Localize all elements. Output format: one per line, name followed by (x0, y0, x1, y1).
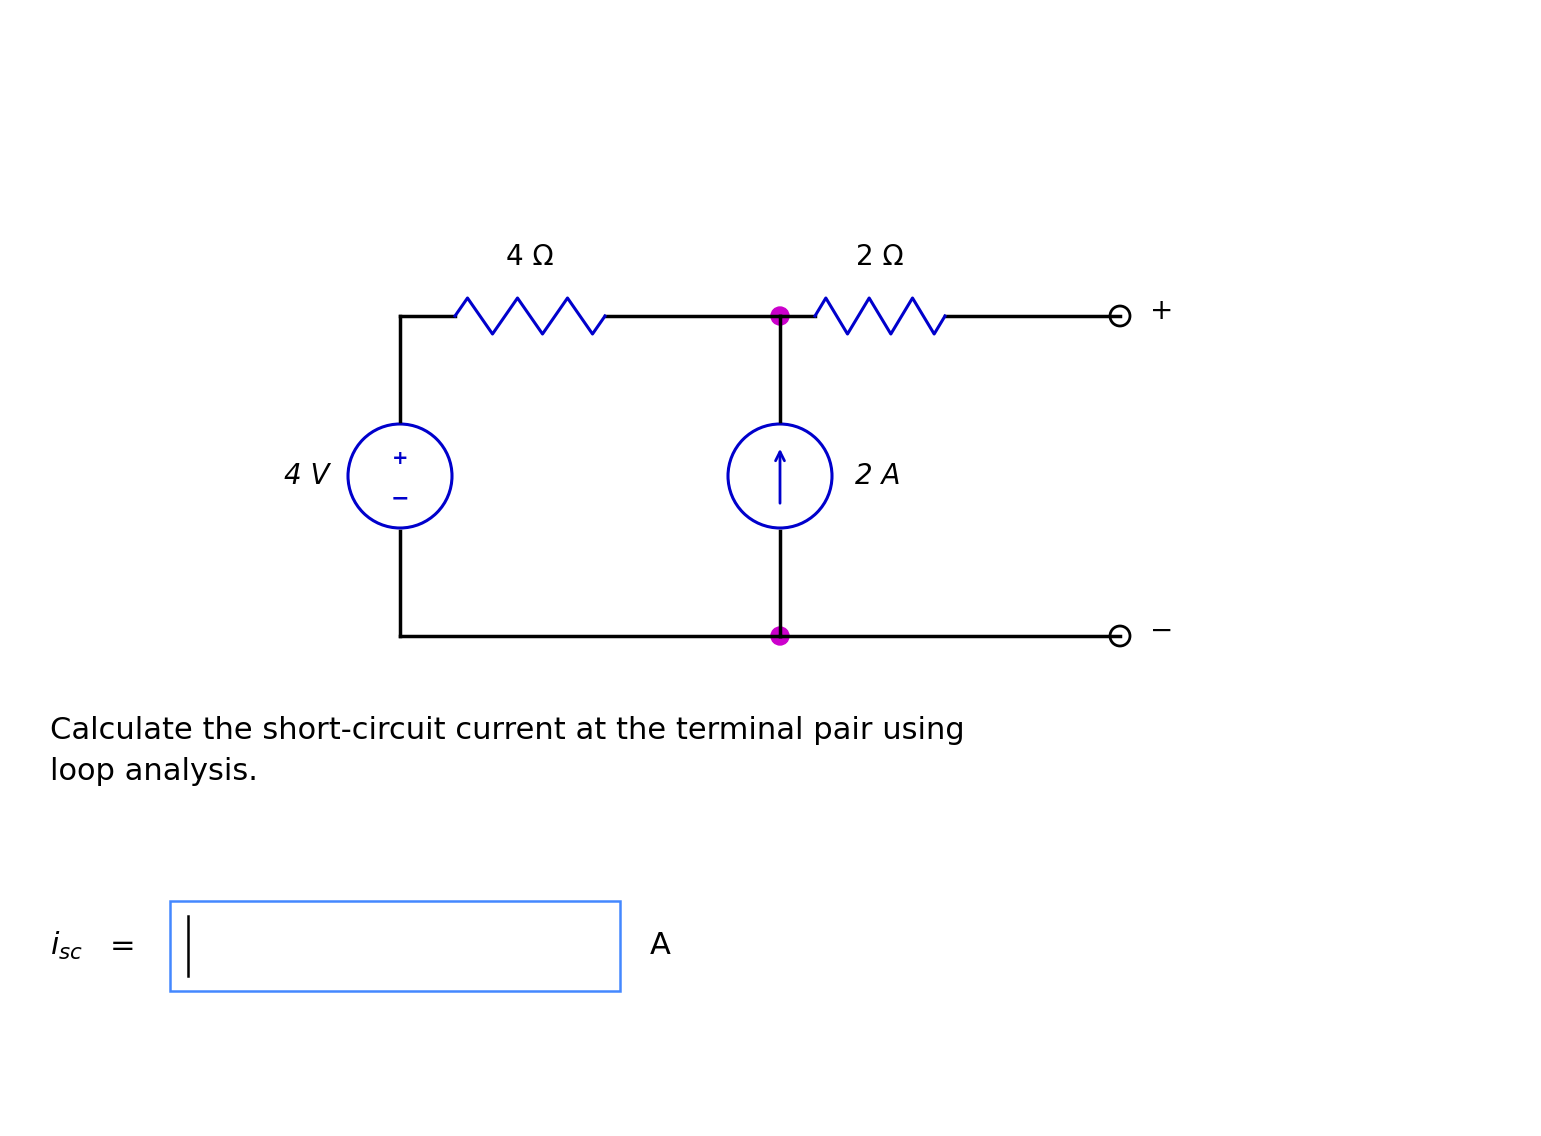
Text: +: + (391, 449, 408, 468)
Text: 4 Ω: 4 Ω (505, 243, 553, 272)
FancyBboxPatch shape (170, 901, 619, 991)
Text: $i_{sc}$: $i_{sc}$ (49, 930, 83, 962)
Text: 2 Ω: 2 Ω (857, 243, 905, 272)
Text: Calculate the short-circuit current at the terminal pair using
loop analysis.: Calculate the short-circuit current at t… (49, 716, 965, 785)
Text: 4 V: 4 V (285, 462, 330, 490)
Circle shape (770, 307, 789, 325)
Text: A: A (650, 932, 670, 961)
Text: 2 A: 2 A (855, 462, 900, 490)
Text: −: − (1150, 617, 1173, 645)
Text: +: + (1150, 296, 1173, 325)
Text: =: = (109, 932, 136, 961)
Circle shape (770, 627, 789, 645)
Text: −: − (391, 488, 410, 508)
